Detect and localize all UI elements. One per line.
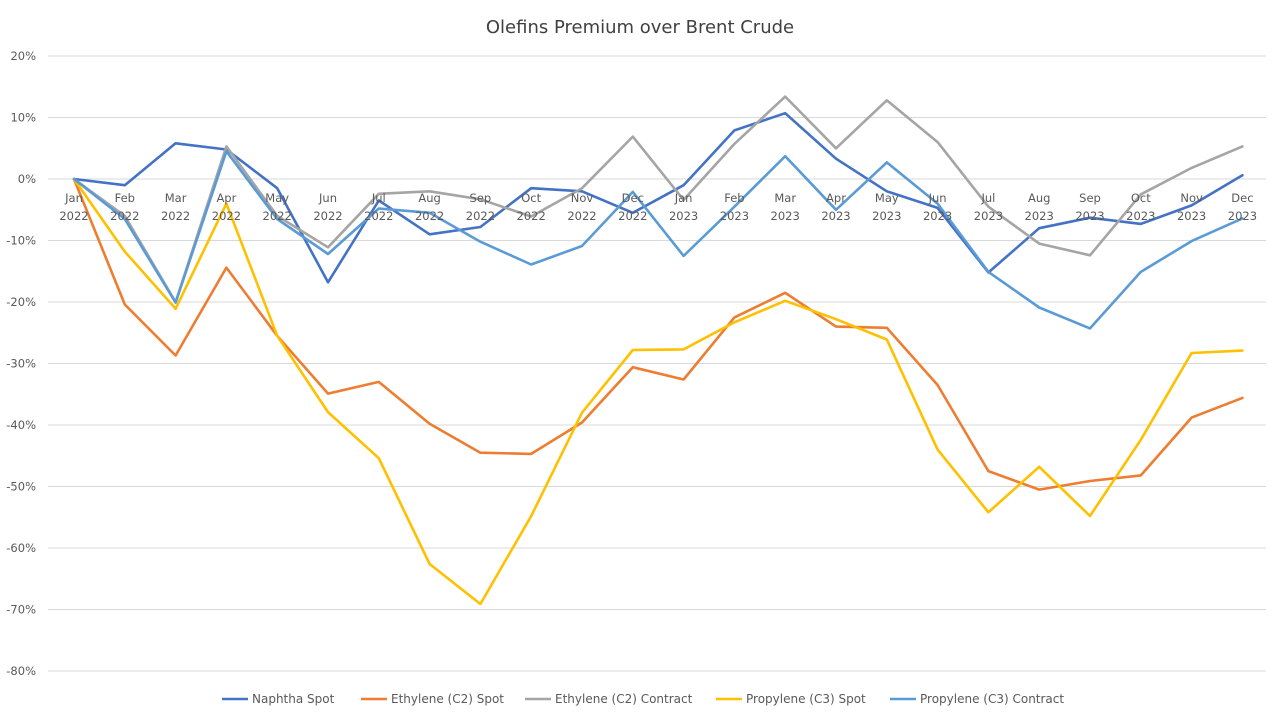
x-tick-label-month: Jan [674,191,693,205]
x-tick-label-month: Sep [470,191,492,205]
x-tick-label-year: 2023 [1025,209,1054,223]
gridlines [48,55,1266,672]
x-tick-label-month: Apr [826,191,846,205]
x-tick-label-month: May [265,191,289,205]
x-tick-label-month: Jan [64,191,83,205]
x-tick-label-month: Dec [1231,191,1253,205]
y-tick-label: -30% [6,357,36,371]
x-tick-label-year: 2022 [313,209,342,223]
x-tick-label-month: Jul [371,191,386,205]
x-tick-label-month: Mar [165,191,187,205]
x-tick-label-year: 2022 [466,209,495,223]
legend-label: Naphtha Spot [252,692,335,706]
x-tick-label-month: Apr [216,191,236,205]
x-tick-label-year: 2022 [110,209,139,223]
x-tick-label-year: 2023 [771,209,800,223]
x-tick-label-year: 2022 [567,209,596,223]
x-tick-label-month: Jun [318,191,337,205]
x-tick-label-year: 2022 [364,209,393,223]
legend-label: Ethylene (C2) Contract [555,692,693,706]
chart-title: Olefins Premium over Brent Crude [486,17,794,38]
y-tick-label: 0% [18,172,36,186]
y-tick-label: -60% [6,541,36,555]
x-tick-label-year: 2023 [872,209,901,223]
x-tick-label-month: Sep [1079,191,1101,205]
x-tick-label-month: Jun [928,191,947,205]
legend: Naphtha Spot Ethylene (C2) Spot Ethylene (… [222,692,1064,706]
x-tick-label-year: 2023 [923,209,952,223]
legend-label: Propylene (C3) Contract [920,692,1064,706]
legend-label: Propylene (C3) Spot [746,692,866,706]
x-tick-label-month: Aug [418,191,440,205]
x-tick-label-month: Nov [571,191,594,205]
x-tick-label-month: Jul [980,191,995,205]
y-tick-label: 10% [10,111,36,125]
x-tick-label-year: 2023 [821,209,850,223]
x-tick-label-year: 2022 [517,209,546,223]
x-tick-label-year: 2023 [1177,209,1206,223]
series-lines [72,95,1244,606]
x-tick-label-month: Mar [774,191,796,205]
y-tick-label: -50% [6,480,36,494]
x-tick-label-year: 2023 [1228,209,1257,223]
y-tick-label: 20% [10,49,36,63]
x-tick-label-month: Feb [115,191,135,205]
series-line-5 [72,150,1244,330]
x-tick-label-year: 2022 [263,209,292,223]
y-tick-label: -80% [6,664,36,678]
y-tick-label: -70% [6,603,36,617]
x-tick-label-month: May [875,191,899,205]
series-line-2 [72,177,1244,491]
x-tick-label-year: 2022 [161,209,190,223]
x-tick-label-year: 2022 [618,209,647,223]
x-tick-label-year: 2022 [59,209,88,223]
y-tick-label: -10% [6,234,36,248]
series-line-3 [72,95,1244,304]
legend-label: Ethylene (C2) Spot [391,692,504,706]
x-tick-label-year: 2023 [720,209,749,223]
x-tick-label-year: 2023 [974,209,1003,223]
y-tick-label: -40% [6,418,36,432]
x-tick-label-month: Aug [1028,191,1050,205]
series-line-1 [72,111,1244,284]
y-axis-tick-labels: 20% 10% 0% -10% -20% -30% -40% -50% -60% -70% -80% [6,49,36,678]
x-tick-label-year: 2023 [1075,209,1104,223]
x-tick-label-year: 2023 [1126,209,1155,223]
x-tick-label-year: 2023 [669,209,698,223]
x-tick-label-year: 2022 [212,209,241,223]
x-tick-label-month: Oct [1131,191,1151,205]
x-tick-label-month: Oct [521,191,541,205]
y-tick-label: -20% [6,295,36,309]
x-tick-label-month: Nov [1180,191,1203,205]
x-axis-tick-labels: Jan 2022 Feb 2022 Mar 2022 Apr 2022 May 2022 Jun 20… [59,191,1257,223]
x-tick-label-month: Dec [622,191,644,205]
series-line-4 [72,177,1244,606]
x-tick-label-year: 2022 [415,209,444,223]
x-tick-label-month: Feb [724,191,744,205]
